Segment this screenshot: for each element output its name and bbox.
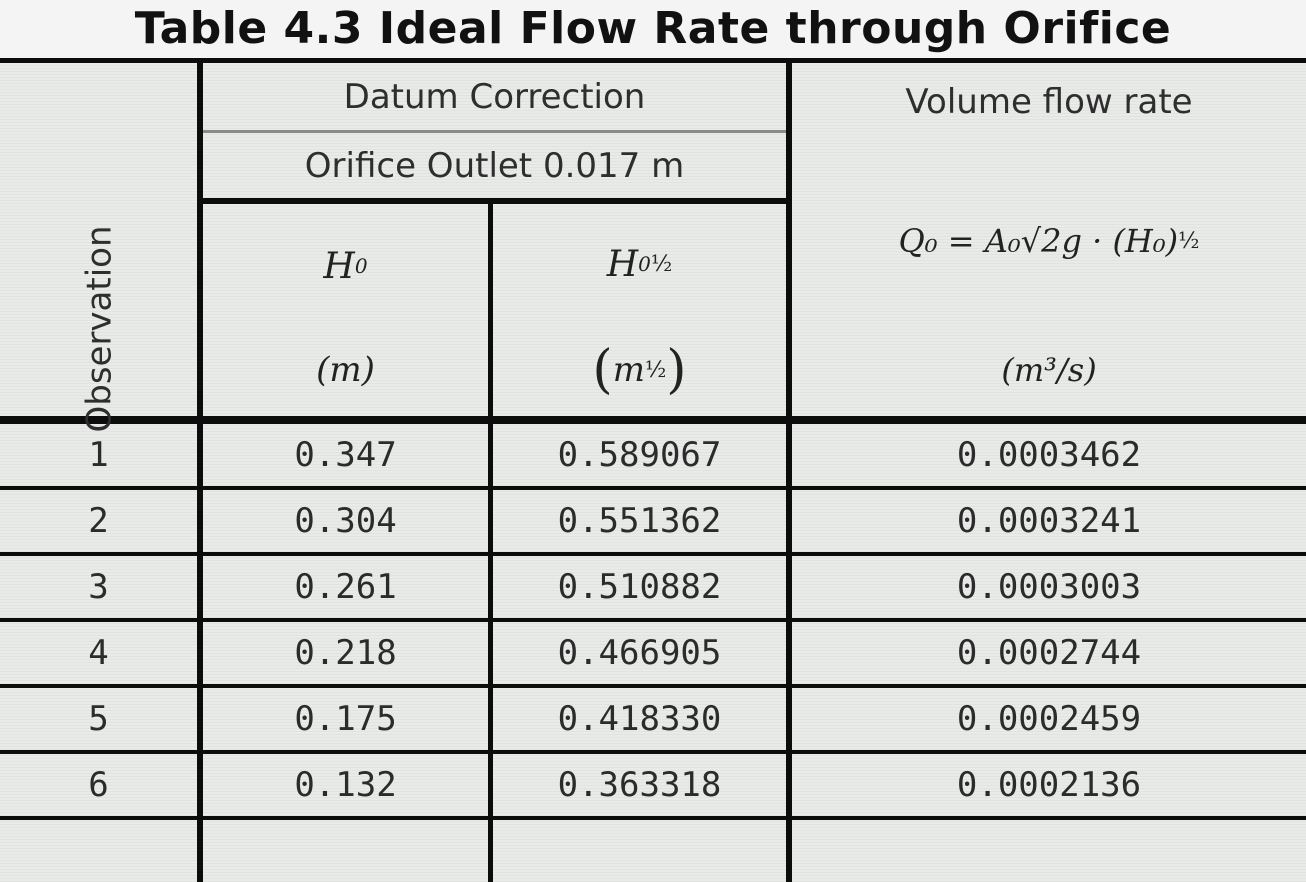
row-divider — [203, 130, 786, 133]
h0-half-cell: 0.466905 — [557, 633, 722, 673]
flow-rate-cell: 0.0003003 — [956, 567, 1142, 607]
flow-rate-cell: 0.0003462 — [956, 435, 1142, 475]
row-divider — [0, 552, 1306, 556]
flow-rate-cell: 0.0003241 — [956, 501, 1142, 541]
row-divider — [0, 684, 1306, 688]
h0-half-cell: 0.363318 — [557, 765, 722, 805]
flow-rate-cell: 0.0002136 — [956, 765, 1142, 805]
row-divider — [0, 816, 1306, 820]
row-divider — [0, 486, 1306, 490]
obs-cell: 6 — [88, 765, 109, 805]
col-divider — [488, 203, 493, 882]
obs-cell: 3 — [88, 567, 109, 607]
row-divider — [0, 750, 1306, 754]
flow-rate-unit: (m³/s) — [1001, 351, 1097, 389]
table-title: Table 4.3 Ideal Flow Rate through Orific… — [0, 0, 1306, 58]
h0-cell: 0.261 — [294, 567, 397, 607]
h0-half-cell: 0.551362 — [557, 501, 722, 541]
obs-cell: 5 — [88, 699, 109, 739]
h0-cell: 0.218 — [294, 633, 397, 673]
flow-rate-cell: 0.0002459 — [956, 699, 1142, 739]
datum-correction-header: Datum Correction — [343, 76, 646, 117]
obs-cell: 1 — [88, 435, 109, 475]
obs-cell: 4 — [88, 633, 109, 673]
h0-half-cell: 0.418330 — [557, 699, 722, 739]
col-divider — [197, 58, 203, 882]
obs-cell: 2 — [88, 501, 109, 541]
row-divider — [203, 198, 786, 204]
row-divider — [0, 416, 1306, 424]
h0-cell: 0.304 — [294, 501, 397, 541]
volume-flow-rate-header: Volume flow rate — [905, 82, 1193, 122]
orifice-outlet-header: Orifice Outlet 0.017 m — [304, 145, 685, 186]
flow-rate-cell: 0.0002744 — [956, 633, 1142, 673]
row-divider — [0, 58, 1306, 63]
h0-cell: 0.175 — [294, 699, 397, 739]
h0-half-cell: 0.510882 — [557, 567, 722, 607]
h0-half-cell: 0.589067 — [557, 435, 722, 475]
row-divider — [0, 618, 1306, 622]
col-divider — [786, 58, 792, 882]
h0-half-unit: (m ½) — [592, 340, 687, 400]
h0-unit: (m) — [316, 350, 375, 390]
flow-rate-formula: Q₀ = A₀√2g · (H₀) ½ — [898, 222, 1200, 260]
h0-cell: 0.132 — [294, 765, 397, 805]
data-table: Observation Datum Correction Orifice Out… — [0, 58, 1306, 882]
h0-cell: 0.347 — [294, 435, 397, 475]
